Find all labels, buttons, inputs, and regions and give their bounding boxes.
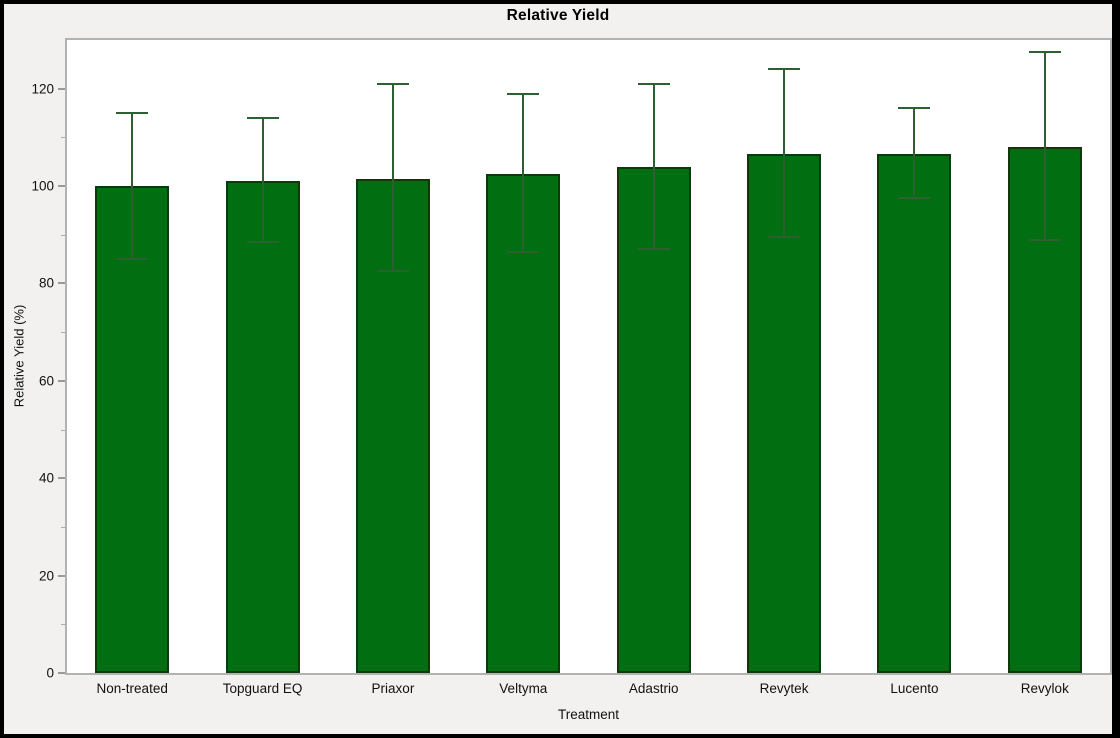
x-axis-title: Treatment	[557, 707, 620, 722]
error-bar-cap-top	[116, 112, 149, 115]
y-axis-major-tick	[58, 477, 65, 480]
x-axis-tick-label: Topguard EQ	[222, 681, 303, 696]
x-axis-tick-label: Adastrio	[628, 681, 679, 696]
y-axis-minor-tick	[61, 624, 65, 626]
y-axis-tick-label: 100	[31, 178, 54, 194]
y-axis-minor-tick	[61, 332, 65, 334]
y-axis-tick-label: 80	[38, 275, 54, 291]
error-bar-cap-top	[376, 82, 409, 85]
y-axis-tick-label: 0	[46, 665, 54, 681]
y-axis-major-tick	[58, 379, 65, 382]
error-bar-line	[391, 83, 394, 272]
y-axis-minor-tick	[61, 137, 65, 139]
error-bar-cap-top	[246, 116, 279, 119]
x-axis-tick-label: Priaxor	[371, 681, 415, 696]
bar[interactable]	[877, 154, 952, 673]
error-bar-line	[131, 113, 134, 260]
error-bar-line	[913, 108, 916, 199]
y-axis-major-tick	[58, 87, 65, 90]
y-axis-title: Relative Yield (%)	[11, 304, 27, 408]
y-axis-minor-tick	[61, 234, 65, 236]
y-axis-minor-tick	[61, 429, 65, 431]
x-axis-tick-label: Lucento	[890, 681, 939, 696]
error-bar-line	[783, 69, 786, 238]
bar[interactable]	[225, 181, 300, 673]
error-bar-cap-bottom	[898, 197, 931, 200]
bar[interactable]	[616, 166, 691, 673]
error-bar-cap-top	[768, 68, 801, 71]
error-bar-line	[652, 83, 655, 250]
chart-canvas: Relative Yield 0 20 40 60 80 100 120 Relative …	[4, 4, 1112, 734]
error-bar-cap-bottom	[1028, 238, 1061, 241]
error-bar-cap-bottom	[376, 270, 409, 273]
chart-title: Relative Yield	[506, 7, 610, 24]
y-axis-minor-tick	[61, 526, 65, 528]
error-bar-cap-bottom	[507, 250, 540, 253]
bar[interactable]	[95, 186, 170, 673]
y-axis-tick-label: 20	[38, 568, 54, 584]
bar[interactable]	[747, 154, 822, 673]
y-axis-tick-label: 40	[38, 470, 54, 486]
y-axis-major-tick	[58, 282, 65, 285]
error-bar-cap-top	[898, 107, 931, 110]
y-axis-major-tick	[58, 185, 65, 188]
plot-area	[65, 38, 1112, 675]
error-bar-cap-top	[1028, 51, 1061, 54]
y-axis-major-tick	[58, 574, 65, 577]
error-bar-cap-bottom	[116, 258, 149, 261]
error-bar-cap-top	[507, 92, 540, 95]
error-bar-cap-bottom	[768, 236, 801, 239]
error-bar-cap-top	[637, 82, 670, 85]
x-axis-tick-label: Revytek	[759, 681, 809, 696]
error-bar-cap-bottom	[246, 241, 279, 244]
y-axis-tick-label: 120	[31, 81, 54, 97]
error-bar-line	[261, 117, 264, 243]
y-axis-major-tick	[58, 672, 65, 674]
x-axis-tick-label: Revylok	[1020, 681, 1069, 696]
y-axis-tick-label: 60	[38, 373, 54, 389]
error-bar-line	[522, 93, 525, 252]
x-axis-tick-label: Veltyma	[499, 681, 548, 696]
error-bar-line	[1043, 52, 1046, 240]
error-bar-cap-bottom	[637, 248, 670, 251]
bar[interactable]	[486, 173, 561, 673]
x-axis-tick-label: Non-treated	[96, 681, 168, 696]
